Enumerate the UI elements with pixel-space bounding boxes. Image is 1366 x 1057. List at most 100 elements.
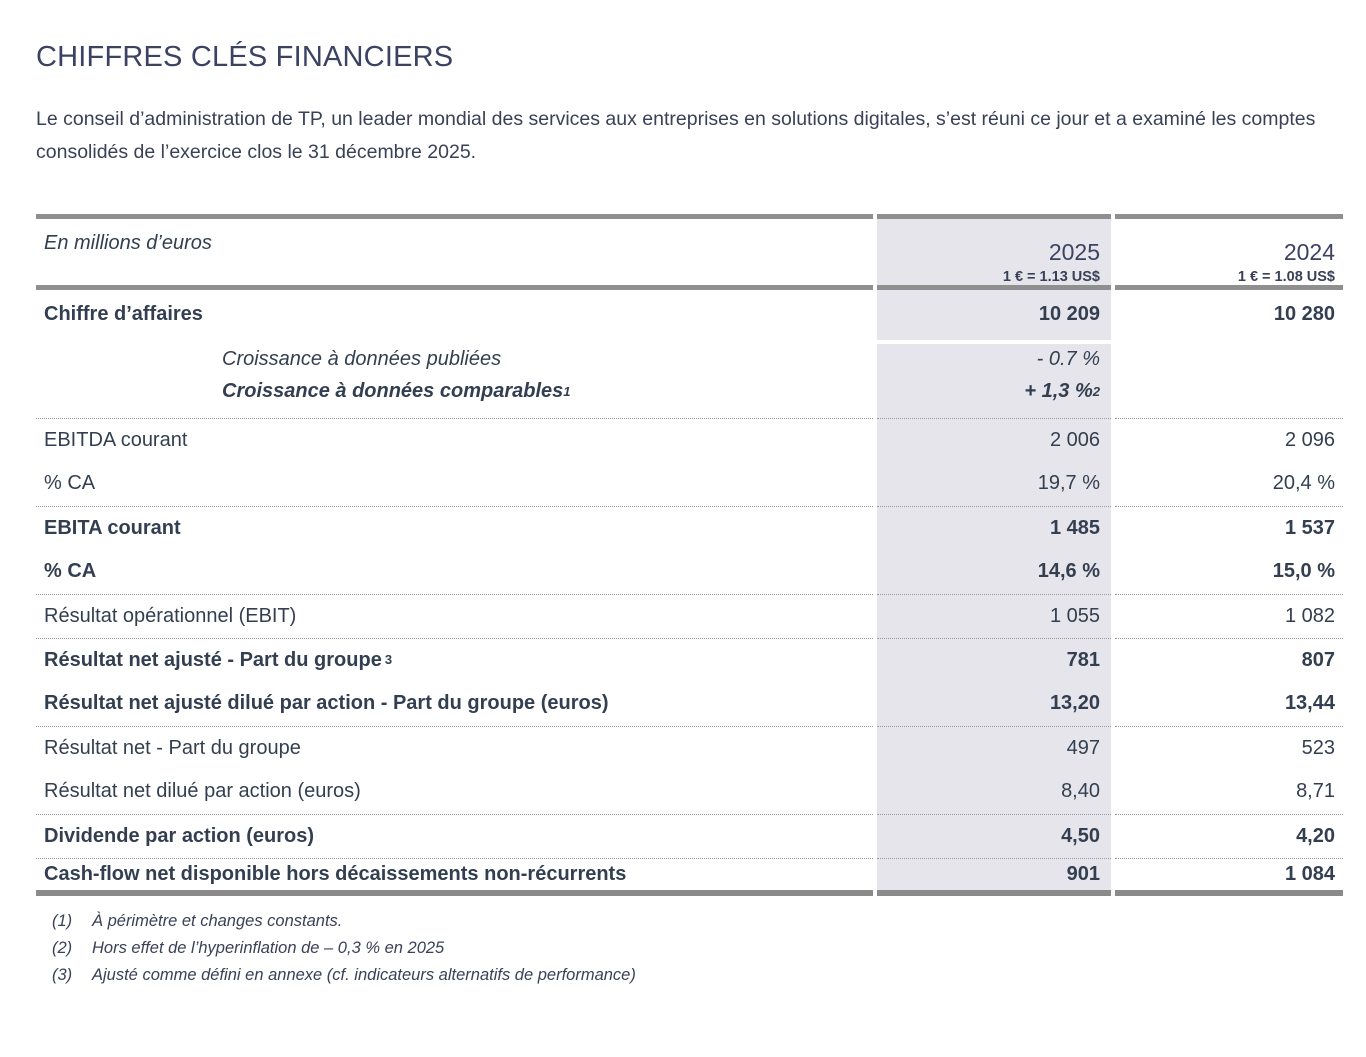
exchange-rate-2024: 1 € = 1.08 US$ <box>1237 268 1335 285</box>
row-label-text: Cash-flow net disponible hors décaisseme… <box>44 862 627 885</box>
page-title: CHIFFRES CLÉS FINANCIERS <box>36 41 454 73</box>
row-label-text: EBITDA courant <box>44 428 188 451</box>
value-2025-text: 1 485 <box>1049 516 1100 539</box>
value-2024: 13,44 <box>1115 682 1343 726</box>
value-2024: 10 280 <box>1115 290 1343 340</box>
row-label-text: Croissance à données publiées <box>222 348 502 370</box>
value-2025: - 0.7 % <box>877 343 1111 376</box>
value-2024: 1 537 <box>1115 505 1343 550</box>
row-label: EBITA courant <box>36 505 873 550</box>
table-row-resultat-net-dilue: Résultat net dilué par action (euros) 8,… <box>36 769 1343 814</box>
table-row-ebita: EBITA courant 1 485 1 537 <box>36 505 1343 550</box>
row-label: Résultat net - Part du groupe <box>36 725 873 770</box>
row-label: % CA <box>36 550 873 594</box>
value-2024-text: 2 096 <box>1284 428 1335 451</box>
value-2024: 1 084 <box>1115 857 1343 896</box>
column-header-2025: 2025 1 € = 1.13 US$ <box>877 213 1111 290</box>
value-2024: 807 <box>1115 637 1343 682</box>
row-label: EBITDA courant <box>36 417 873 462</box>
value-2024 <box>1115 344 1343 376</box>
value-2024: 20,4 % <box>1115 462 1343 506</box>
row-label-text: Chiffre d’affaires <box>44 303 203 325</box>
row-label-text: Résultat net ajusté dilué par action - P… <box>44 692 609 714</box>
value-2025: 8,40 <box>877 769 1111 814</box>
unit-label: En millions d’euros <box>44 231 212 254</box>
table-row-ebit: Résultat opérationnel (EBIT) 1 055 1 082 <box>36 593 1343 638</box>
table-row-chiffre-affaires: Chiffre d’affaires 10 209 10 280 <box>36 289 1343 340</box>
value-2025: 14,6 % <box>877 549 1111 594</box>
footnote-number: (3) <box>52 965 73 984</box>
row-label: Croissance à données comparables 1 <box>222 380 571 402</box>
value-2025-text: 2 006 <box>1049 428 1100 451</box>
value-2024-text: 1 084 <box>1284 862 1335 885</box>
value-2025: + 1,3 % 2 <box>877 375 1111 418</box>
value-2025: 497 <box>877 725 1111 770</box>
footnote-text: À périmètre et changes constants. <box>92 911 343 930</box>
intro-paragraph: Le conseil d’administration de TP, un le… <box>36 108 1316 163</box>
value-2025-text: 497 <box>1066 736 1100 759</box>
value-2025-text: 19,7 % <box>1037 472 1100 494</box>
value-2025: 13,20 <box>877 681 1111 726</box>
footnote-text: Hors effet de l’hyperinflation de – 0,3 … <box>92 938 445 957</box>
table-row-resultat-net-ajuste: Résultat net ajusté - Part du groupe 3 78… <box>36 637 1343 682</box>
row-label-text: EBITA courant <box>44 516 181 539</box>
table-row-croissance-publiee: Croissance à données publiées - 0.7 % <box>36 340 1343 376</box>
value-2025: 19,7 % <box>877 461 1111 506</box>
row-label: Résultat net ajusté dilué par action - P… <box>36 682 873 726</box>
row-label-text: Dividende par action (euros) <box>44 824 315 847</box>
value-2025: 1 485 <box>877 505 1111 550</box>
value-2024-text: 807 <box>1301 648 1335 671</box>
footnote-2: (2) Hors effet de l’hyperinflation de – … <box>52 935 1366 962</box>
value-2025-text: - 0.7 % <box>1036 348 1100 370</box>
table-row-ebitda: EBITDA courant 2 006 2 096 <box>36 417 1343 462</box>
footnote-3: (3) Ajusté comme défini en annexe (cf. i… <box>52 962 1366 989</box>
value-2024: 1 082 <box>1115 593 1343 638</box>
row-label: Résultat opérationnel (EBIT) <box>36 593 873 638</box>
value-2025-text: + 1,3 % <box>1024 380 1093 402</box>
row-label-text: Résultat opérationnel (EBIT) <box>44 604 297 627</box>
value-2024-text: 523 <box>1301 736 1335 759</box>
value-2024-text: 13,44 <box>1284 692 1335 714</box>
table-row-cash-flow: Cash-flow net disponible hors décaisseme… <box>36 857 1343 896</box>
footnote-number: (2) <box>52 938 73 957</box>
footnote-number: (1) <box>52 911 73 930</box>
value-2025-text: 4,50 <box>1061 824 1100 847</box>
column-header-2024: 2024 1 € = 1.08 US$ <box>1115 213 1343 290</box>
table-row-resultat-net: Résultat net - Part du groupe 497 523 <box>36 725 1343 770</box>
value-2025-text: 14,6 % <box>1037 560 1100 582</box>
value-2024-text: 8,71 <box>1296 780 1335 802</box>
table-row-ebitda-pct: % CA 19,7 % 20,4 % <box>36 461 1343 506</box>
value-2025-text: 8,40 <box>1061 780 1100 802</box>
value-2024-text: 15,0 % <box>1272 560 1335 582</box>
value-2024-text: 10 280 <box>1273 303 1335 325</box>
row-label: Résultat net ajusté - Part du groupe 3 <box>36 637 873 682</box>
table-row-resultat-net-ajuste-dilue: Résultat net ajusté dilué par action - P… <box>36 681 1343 726</box>
table-row-croissance-comparable: Croissance à données comparables 1 + 1,3 … <box>36 375 1343 418</box>
value-2025-text: 1 055 <box>1049 604 1100 627</box>
row-label: % CA <box>36 462 873 506</box>
value-2025-text: 901 <box>1066 862 1100 885</box>
row-label: Chiffre d’affaires <box>36 290 873 340</box>
financial-table: En millions d’euros 2025 1 € = 1.13 US$ … <box>36 213 1343 896</box>
value-2025-text: 13,20 <box>1049 692 1100 714</box>
value-2025: 2 006 <box>877 417 1111 462</box>
value-2024-text: 20,4 % <box>1272 472 1335 494</box>
value-2025: 901 <box>877 857 1111 896</box>
year-2025: 2025 <box>1048 238 1100 265</box>
value-2025: 4,50 <box>877 813 1111 858</box>
value-2024: 15,0 % <box>1115 550 1343 594</box>
value-2025-text: 781 <box>1066 648 1100 671</box>
unit-label-cell: En millions d’euros <box>36 213 873 290</box>
row-label-text: Résultat net dilué par action (euros) <box>44 780 361 802</box>
year-2024: 2024 <box>1283 238 1335 265</box>
value-2024: 8,71 <box>1115 770 1343 814</box>
row-label-text: Résultat net - Part du groupe <box>44 736 301 759</box>
row-label-text: Résultat net ajusté - Part du groupe <box>44 648 382 671</box>
value-2025: 1 055 <box>877 593 1111 638</box>
value-2024-text: 1 082 <box>1284 604 1335 627</box>
value-2024: 523 <box>1115 725 1343 770</box>
footnote-text: Ajusté comme défini en annexe (cf. indic… <box>92 965 636 984</box>
row-label: Dividende par action (euros) <box>36 813 873 858</box>
row-label-text: % CA <box>44 560 97 582</box>
value-2024 <box>1115 376 1343 418</box>
